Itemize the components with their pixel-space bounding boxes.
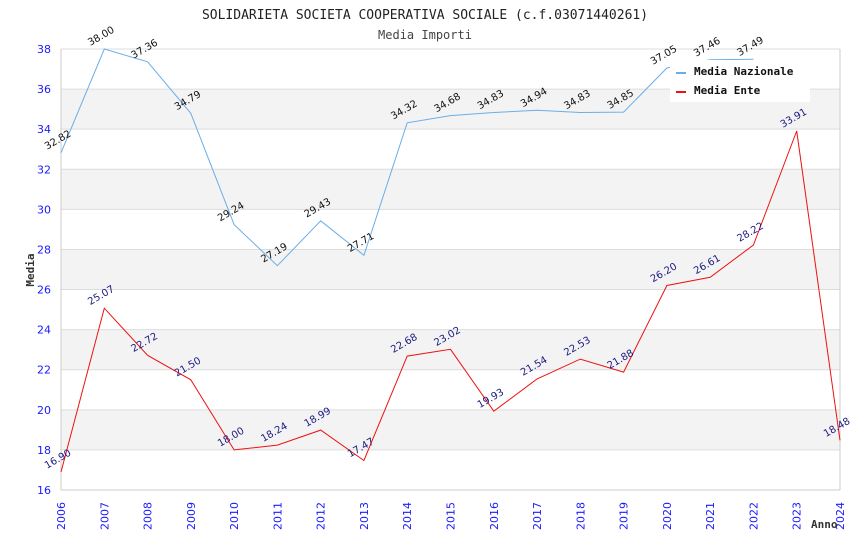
y-tick-label: 18 xyxy=(37,444,51,457)
x-tick-label: 2022 xyxy=(747,502,760,530)
grid-band xyxy=(61,369,840,410)
y-tick-labels: 16 18 20 22 24 26 28 30 32 34 36 38 xyxy=(37,43,51,497)
y-tick-label: 36 xyxy=(37,83,51,96)
x-tick-label: 2008 xyxy=(142,502,155,530)
y-tick-label: 28 xyxy=(37,243,51,256)
y-tick-label: 32 xyxy=(37,163,51,176)
y-tick-label: 34 xyxy=(37,123,51,136)
grid-band xyxy=(61,209,840,250)
x-tick-label: 2007 xyxy=(98,502,111,530)
x-tick-label: 2019 xyxy=(618,502,631,530)
legend-swatch-media-ente xyxy=(676,91,686,93)
y-tick-label: 22 xyxy=(37,364,51,377)
y-tick-label: 16 xyxy=(37,484,51,497)
grid-band xyxy=(61,409,840,450)
x-tick-label: 2023 xyxy=(791,502,804,530)
x-tick-label: 2010 xyxy=(228,502,241,530)
x-tick-label: 2020 xyxy=(661,502,674,530)
legend-label-media-nazionale: Media Nazionale xyxy=(694,65,794,78)
x-tick-label: 2018 xyxy=(574,502,587,530)
grid-band xyxy=(61,169,840,210)
x-tick-label: 2006 xyxy=(55,502,68,530)
chart-subtitle: Media Importi xyxy=(378,28,472,42)
grid-band xyxy=(61,129,840,170)
x-axis-label: Anno xyxy=(811,518,838,531)
x-tick-label: 2015 xyxy=(445,502,458,530)
data-label: 38.00 xyxy=(86,25,116,49)
axes xyxy=(60,49,841,491)
legend-swatch-media-nazionale xyxy=(676,72,686,74)
x-tick-label: 2024 xyxy=(834,502,847,530)
x-tick-label: 2011 xyxy=(271,502,284,530)
x-tick-label: 2013 xyxy=(358,502,371,530)
legend: Media Nazionale Media Ente xyxy=(670,60,810,102)
x-tick-label: 2021 xyxy=(704,502,717,530)
x-tick-label: 2017 xyxy=(531,502,544,530)
y-tick-label: 20 xyxy=(37,404,51,417)
x-tick-label: 2016 xyxy=(488,502,501,530)
series-lines xyxy=(60,48,841,473)
x-tick-label: 2009 xyxy=(185,502,198,530)
y-tick-label: 24 xyxy=(37,324,51,337)
y-axis-label: Media xyxy=(24,253,37,286)
y-tick-label: 30 xyxy=(37,203,51,216)
x-tick-label: 2012 xyxy=(315,502,328,530)
series-line-media-nazionale xyxy=(60,48,754,267)
legend-box xyxy=(670,60,810,102)
x-tick-labels: 2006 2007 2008 2009 2010 2011 2012 2013 2014 2015… xyxy=(55,502,847,530)
y-tick-label: 26 xyxy=(37,284,51,297)
chart-title: SOLIDARIETA SOCIETA COOPERATIVA SOCIALE … xyxy=(202,8,648,23)
legend-label-media-ente: Media Ente xyxy=(694,84,761,97)
y-tick-label: 38 xyxy=(37,43,51,56)
series-line-media-ente xyxy=(60,130,841,473)
grid-band xyxy=(61,289,840,330)
grid-band xyxy=(61,449,840,490)
grid-band xyxy=(61,249,840,290)
plot-background-bands xyxy=(61,49,840,490)
x-tick-label: 2014 xyxy=(401,502,414,530)
